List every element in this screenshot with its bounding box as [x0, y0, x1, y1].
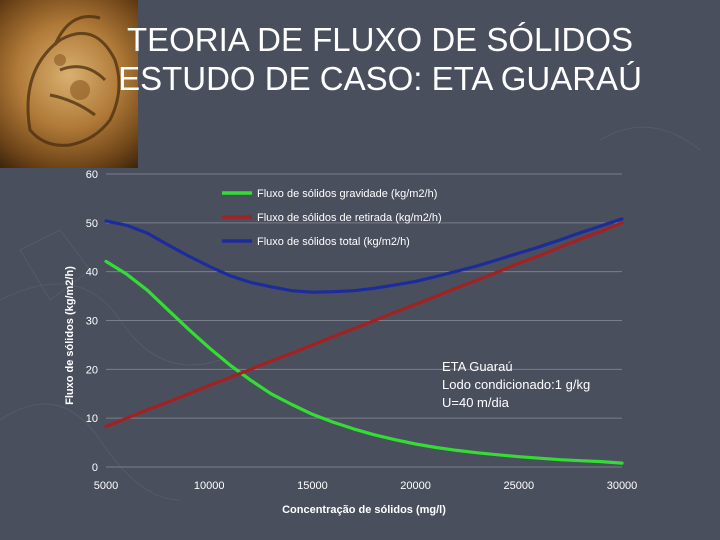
y-tick-label-20: 20: [86, 364, 98, 376]
grid-layer: [106, 173, 622, 468]
axis-layer: 0 10 20 30 40 50 60 5000 10000 15000 20000 25000 300…: [64, 169, 637, 516]
y-tick-label-60: 60: [86, 169, 98, 181]
withdrawal-flux-series-line: [104, 221, 624, 429]
slide-title-line-2: ESTUDO DE CASO: ETA GUARAÚ: [118, 60, 642, 97]
solids-flux-chart: 0 10 20 30 40 50 60 5000 10000 15000 20000 25000 300…: [64, 169, 637, 516]
slide-title: TEORIA DE FLUXO DE SÓLIDOS ESTUDO DE CAS…: [100, 20, 660, 98]
y-axis-title: Fluxo de sólidos (kg/m2/h): [64, 266, 76, 405]
y-tick-label-30: 30: [86, 316, 98, 328]
x-tick-label-15000: 15000: [297, 480, 328, 492]
x-tick-label-20000: 20000: [400, 480, 431, 492]
annotation-line-2: Lodo condicionado:1 g/kg: [442, 377, 590, 392]
y-tick-label-0: 0: [92, 462, 98, 474]
chart-annotation: ETA Guaraú Lodo condicionado:1 g/kg U=40 m…: [442, 359, 590, 410]
x-axis-title: Concentração de sólidos (mg/l): [282, 504, 446, 516]
x-tick-label-25000: 25000: [504, 480, 535, 492]
legend-item-gravity-label: Fluxo de sólidos gravidade (kg/m2/h): [257, 188, 437, 200]
y-tick-label-40: 40: [86, 267, 98, 279]
legend: Fluxo de sólidos gravidade (kg/m2/h) Flux…: [222, 188, 442, 248]
legend-item-total-label: Fluxo de sólidos total (kg/m2/h): [257, 236, 410, 248]
y-tick-label-10: 10: [86, 413, 98, 425]
helmet-medallion-logo: [0, 0, 138, 168]
x-tick-label-5000: 5000: [94, 480, 118, 492]
y-tick-label-50: 50: [86, 218, 98, 230]
total-flux-series-line: [104, 217, 624, 294]
annotation-line-1: ETA Guaraú: [442, 359, 513, 374]
gravity-flux-series-line: [104, 259, 624, 465]
x-tick-label-10000: 10000: [194, 480, 225, 492]
slide-title-line-1: TEORIA DE FLUXO DE SÓLIDOS: [126, 21, 634, 58]
series-layer: [104, 217, 624, 465]
x-tick-label-30000: 30000: [607, 480, 638, 492]
annotation-line-3: U=40 m/dia: [442, 395, 510, 410]
legend-item-withdrawal-label: Fluxo de sólidos de retirada (kg/m2/h): [257, 212, 442, 224]
